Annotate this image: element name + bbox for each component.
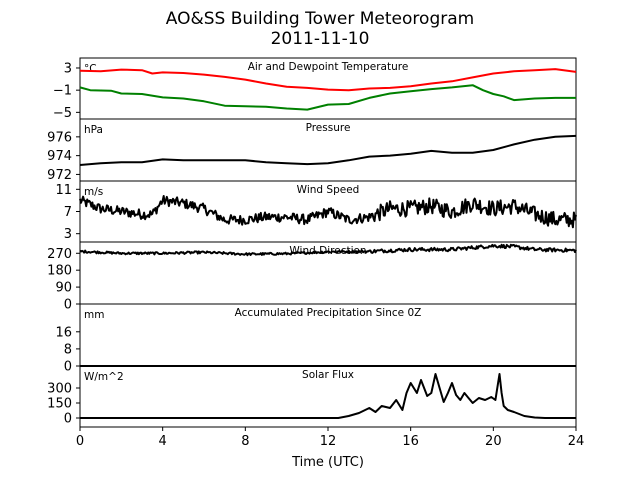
- y-tick-label: 3: [64, 61, 72, 76]
- y-tick-label: 11: [55, 183, 72, 198]
- panel-title: Accumulated Precipitation Since 0Z: [235, 307, 422, 319]
- series-line-1: [79, 195, 577, 229]
- panel-unit: W/m^2: [84, 371, 124, 383]
- chart-subtitle: 2011-11-10: [271, 29, 370, 49]
- y-tick-label: 8: [64, 342, 72, 357]
- y-tick-label: 150: [47, 397, 72, 412]
- panel-title: Solar Flux: [302, 369, 354, 381]
- series-line-1: [79, 134, 577, 166]
- x-tick-label: 8: [241, 434, 249, 449]
- y-tick-label: 0: [64, 360, 72, 375]
- series-line-2: [79, 84, 576, 111]
- x-axis-label: Time (UTC): [291, 455, 364, 470]
- series-line-1: [79, 68, 577, 92]
- y-tick-label: 3: [64, 227, 72, 242]
- y-tick-label: 972: [47, 168, 72, 183]
- y-tick-label: 974: [47, 149, 72, 164]
- y-tick-label: 976: [47, 130, 72, 145]
- x-tick-label: 0: [76, 434, 84, 449]
- y-tick-label: 16: [55, 325, 72, 340]
- y-tick-label: 90: [55, 281, 72, 296]
- panel-3: 11 7 3 Wind Speed m/s: [55, 180, 577, 243]
- x-tick-label: 12: [320, 434, 337, 449]
- panel-1: 3 −1 −5 Air and Dewpoint Temperature °C: [53, 57, 577, 121]
- series-line-1: [80, 373, 576, 419]
- x-tick-label: 20: [485, 434, 502, 449]
- panel-5: 16 8 0 Accumulated Precipitation Since 0Z mm: [55, 303, 577, 375]
- y-tick-label: 180: [47, 264, 72, 279]
- x-tick-label: 16: [402, 434, 419, 449]
- y-tick-label: 0: [64, 298, 72, 313]
- x-tick-label: 4: [159, 434, 167, 449]
- y-tick-label: −1: [53, 84, 72, 99]
- chart-title: AO&SS Building Tower Meteorogram: [166, 9, 474, 29]
- panel-title: Wind Speed: [297, 184, 360, 196]
- panel-unit: hPa: [84, 124, 103, 136]
- panel-unit: m/s: [84, 186, 103, 198]
- panel-title: Air and Dewpoint Temperature: [248, 61, 409, 73]
- y-tick-label: 0: [64, 412, 72, 427]
- y-tick-label: 300: [47, 382, 72, 397]
- y-tick-label: 270: [47, 247, 72, 262]
- series-line-1: [79, 243, 577, 257]
- x-axis: 0 4 8 12 16 20 24: [76, 427, 584, 449]
- y-tick-label: 7: [64, 205, 72, 220]
- y-tick-label: −5: [53, 106, 72, 121]
- panel-unit: °C: [84, 63, 97, 75]
- panel-2: 976 974 972 Pressure hPa: [47, 118, 577, 183]
- panel-unit: mm: [84, 309, 104, 321]
- x-tick-label: 24: [568, 434, 585, 449]
- panel-title: Pressure: [306, 122, 351, 134]
